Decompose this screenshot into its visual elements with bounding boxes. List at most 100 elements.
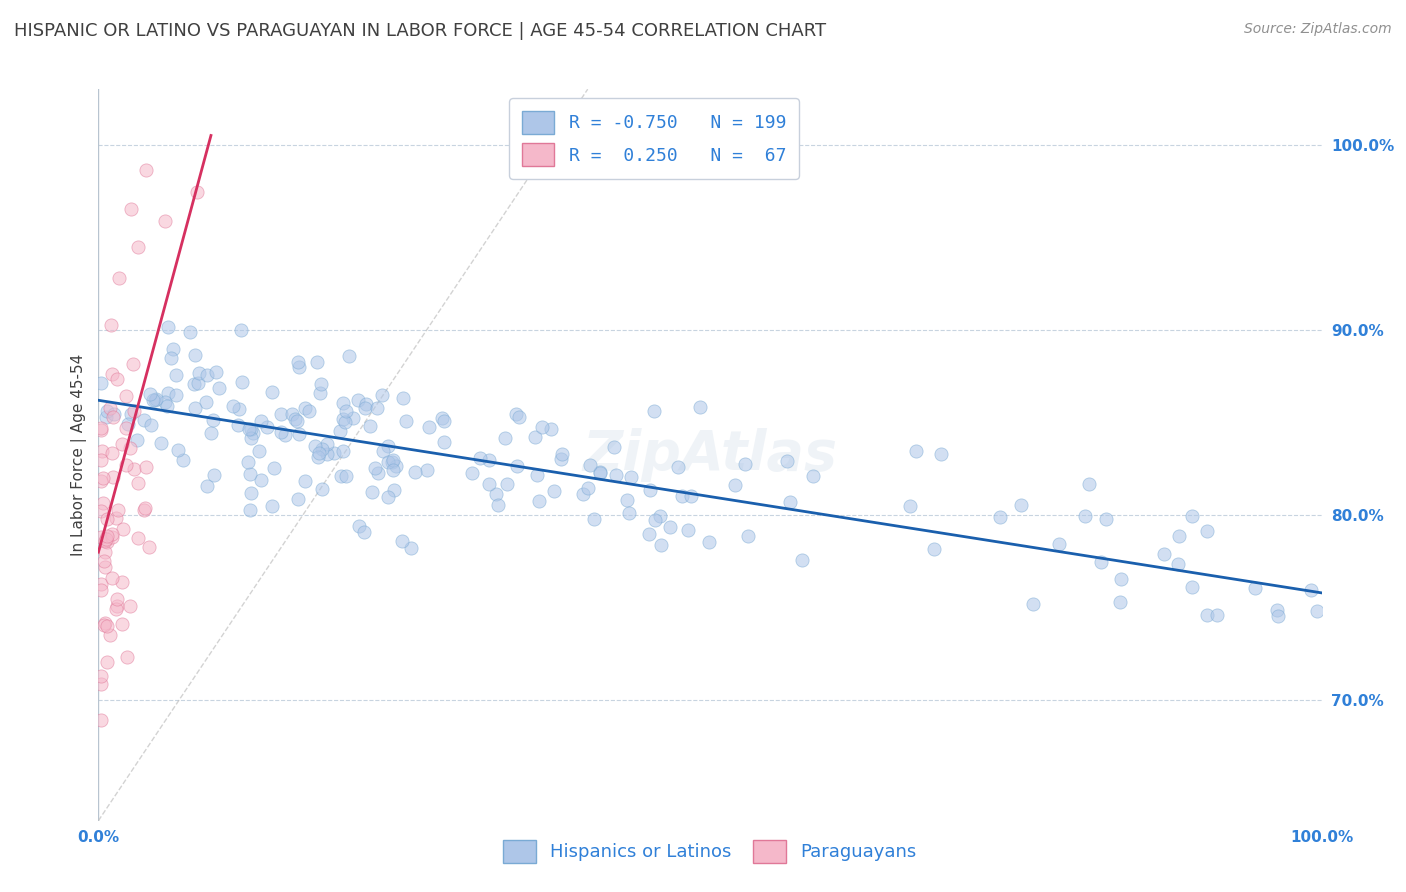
Point (96, 534, 118, 549)
Point (395, 414, 418, 428)
Point (93, 545, 115, 559)
Point (91, 471, 114, 485)
Point (551, 447, 574, 461)
Point (101, 409, 124, 424)
Point (270, 425, 292, 439)
Point (644, 513, 666, 527)
Point (105, 511, 128, 525)
Point (250, 474, 273, 488)
Point (679, 489, 702, 503)
Point (162, 342, 184, 356)
Point (184, 401, 207, 415)
Point (114, 389, 136, 403)
Point (1267, 609, 1289, 624)
Point (134, 500, 156, 515)
Point (486, 498, 509, 512)
Point (165, 368, 187, 382)
Point (329, 468, 352, 483)
Point (366, 401, 388, 416)
Point (247, 444, 270, 458)
Point (505, 458, 527, 473)
Point (98, 628, 121, 642)
Text: ZipAtlas: ZipAtlas (582, 428, 838, 482)
Point (361, 484, 384, 499)
Point (381, 455, 404, 469)
Point (114, 420, 136, 434)
Point (392, 392, 415, 406)
Point (93, 554, 115, 568)
Point (430, 410, 453, 425)
Point (287, 491, 309, 506)
Point (100, 530, 122, 544)
Point (90, 576, 112, 591)
Point (156, 386, 179, 401)
Point (304, 439, 326, 453)
Point (100, 367, 122, 381)
Point (262, 385, 284, 400)
Point (195, 479, 218, 493)
Point (527, 494, 550, 508)
Point (288, 426, 311, 441)
Point (134, 413, 156, 427)
Point (90, 677, 112, 691)
Point (111, 437, 134, 451)
Point (353, 524, 375, 539)
Point (399, 541, 422, 555)
Point (724, 478, 747, 492)
Point (287, 355, 309, 369)
Point (127, 531, 149, 545)
Point (377, 455, 399, 469)
Point (139, 417, 162, 432)
Point (112, 522, 135, 536)
Point (294, 475, 316, 489)
Point (90, 453, 112, 467)
Point (91, 496, 114, 510)
Point (588, 466, 610, 480)
Point (335, 469, 357, 483)
Point (371, 388, 394, 402)
Point (1022, 598, 1045, 612)
Point (118, 441, 141, 455)
Point (309, 376, 332, 391)
Point (135, 459, 157, 474)
Point (110, 574, 132, 589)
Point (371, 444, 394, 458)
Point (135, 163, 157, 178)
Point (90, 504, 112, 518)
Point (100, 318, 122, 333)
Point (239, 431, 262, 445)
Point (183, 377, 205, 392)
Point (208, 381, 231, 395)
Point (416, 463, 439, 477)
Point (1181, 509, 1204, 524)
Point (616, 492, 638, 507)
Point (342, 411, 364, 425)
Point (96, 512, 118, 526)
Point (1153, 548, 1175, 562)
Point (377, 491, 399, 505)
Point (98, 401, 121, 415)
Legend: Hispanics or Latinos, Paraguayans: Hispanics or Latinos, Paraguayans (492, 829, 928, 874)
Point (779, 495, 801, 509)
Point (576, 481, 599, 495)
Point (96, 532, 118, 546)
Point (308, 446, 330, 460)
Point (138, 540, 160, 554)
Point (107, 503, 129, 517)
Point (101, 445, 124, 459)
Point (364, 460, 387, 475)
Point (93, 560, 115, 574)
Point (127, 475, 149, 490)
Point (96, 655, 118, 669)
Point (347, 392, 370, 407)
Point (1181, 581, 1204, 595)
Point (120, 202, 142, 217)
Point (149, 435, 172, 450)
Point (91, 444, 114, 458)
Point (526, 467, 548, 482)
Point (1195, 607, 1218, 622)
Point (111, 617, 134, 632)
Point (122, 404, 145, 418)
Point (1168, 529, 1191, 543)
Point (332, 412, 354, 426)
